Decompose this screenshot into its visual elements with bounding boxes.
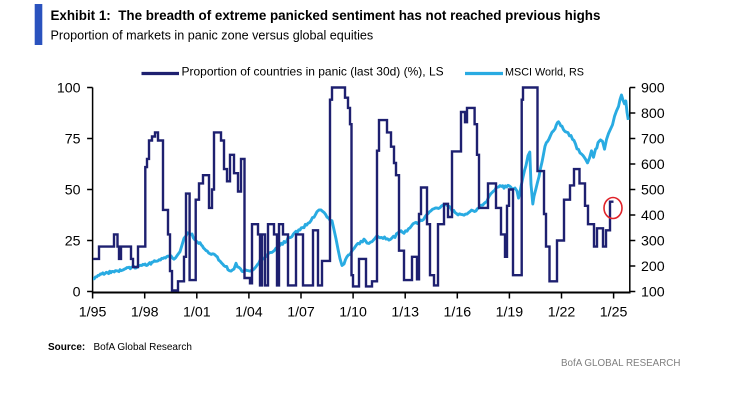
svg-text:300: 300	[641, 234, 665, 250]
svg-text:1/01: 1/01	[183, 304, 211, 320]
svg-text:600: 600	[641, 157, 665, 173]
svg-text:500: 500	[641, 183, 665, 199]
svg-text:1/22: 1/22	[548, 304, 576, 320]
svg-text:1/10: 1/10	[339, 304, 367, 320]
svg-text:50: 50	[65, 183, 81, 199]
svg-text:BofA GLOBAL RESEARCH: BofA GLOBAL RESEARCH	[561, 358, 680, 369]
svg-text:100: 100	[57, 81, 81, 97]
svg-text:1/95: 1/95	[79, 304, 107, 320]
svg-text:400: 400	[641, 208, 665, 224]
svg-text:1/13: 1/13	[391, 304, 419, 320]
svg-text:MSCI World, RS: MSCI World, RS	[505, 67, 584, 79]
svg-text:BofA Global Research: BofA Global Research	[94, 342, 192, 353]
svg-text:100: 100	[641, 285, 665, 301]
svg-text:25: 25	[65, 234, 81, 250]
svg-text:800: 800	[641, 106, 665, 122]
svg-text:200: 200	[641, 259, 665, 275]
svg-text:0: 0	[73, 285, 81, 301]
svg-text:1/04: 1/04	[235, 304, 263, 320]
svg-text:75: 75	[65, 132, 81, 148]
svg-text:1/19: 1/19	[496, 304, 524, 320]
svg-text:Source:: Source:	[48, 342, 85, 353]
svg-text:1/07: 1/07	[287, 304, 315, 320]
svg-text:1/16: 1/16	[443, 304, 471, 320]
svg-text:Proportion of countries in pan: Proportion of countries in panic (last 3…	[182, 65, 444, 79]
svg-text:Exhibit 1: The breadth of ext: Exhibit 1: The breadth of extreme panick…	[51, 8, 601, 23]
svg-text:1/25: 1/25	[600, 304, 628, 320]
svg-text:1/98: 1/98	[131, 304, 159, 320]
svg-text:900: 900	[641, 81, 665, 97]
svg-text:700: 700	[641, 132, 665, 148]
svg-text:Proportion of markets in panic: Proportion of markets in panic zone vers…	[51, 29, 374, 43]
